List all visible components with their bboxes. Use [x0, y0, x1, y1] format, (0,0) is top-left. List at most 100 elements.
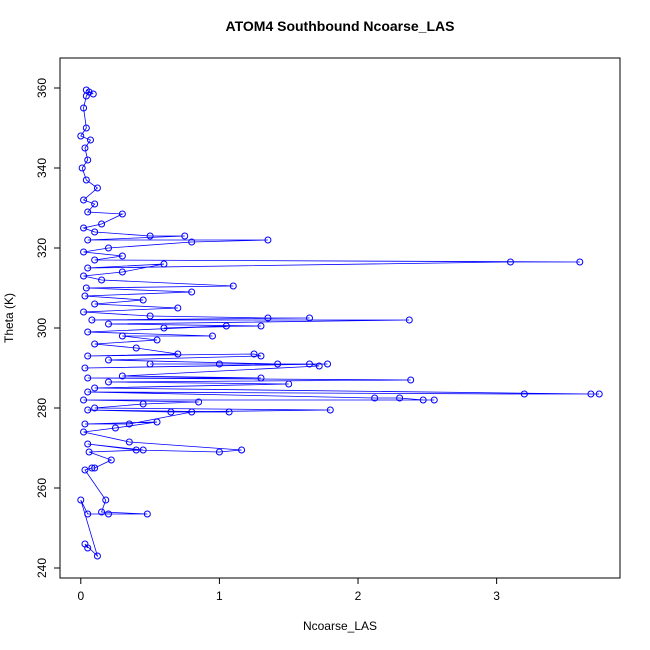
- data-point: [91, 256, 99, 264]
- data-point: [91, 404, 99, 412]
- data-point: [77, 132, 85, 140]
- data-point: [91, 340, 99, 348]
- data-point: [146, 360, 154, 368]
- data-point: [407, 376, 415, 384]
- data-point: [257, 352, 265, 360]
- y-tick-label: 320: [35, 238, 49, 258]
- data-point: [125, 438, 133, 446]
- data-point: [576, 258, 584, 266]
- x-tick-label: 1: [216, 589, 223, 603]
- data-point: [84, 388, 92, 396]
- data-point: [98, 220, 106, 228]
- data-point: [257, 322, 265, 330]
- data-point: [89, 90, 97, 98]
- data-point: [396, 394, 404, 402]
- data-point: [77, 496, 85, 504]
- data-point: [91, 464, 99, 472]
- y-axis-label: Theta (K): [2, 293, 16, 343]
- data-point: [285, 380, 293, 388]
- data-point: [132, 344, 140, 352]
- data-point: [84, 374, 92, 382]
- data-point: [195, 398, 203, 406]
- data-point: [111, 424, 119, 432]
- data-point: [264, 314, 272, 322]
- data-point: [84, 156, 92, 164]
- data-point: [80, 104, 88, 112]
- data-point: [81, 466, 89, 474]
- data-point: [82, 284, 90, 292]
- y-tick-label: 260: [35, 478, 49, 498]
- data-point: [105, 244, 113, 252]
- data-point: [143, 510, 151, 518]
- data-point: [125, 420, 133, 428]
- data-point: [139, 446, 147, 454]
- data-point: [91, 228, 99, 236]
- data-point: [91, 200, 99, 208]
- data-point: [84, 352, 92, 360]
- y-tick-label: 360: [35, 78, 49, 98]
- data-point: [430, 396, 438, 404]
- data-point: [81, 420, 89, 428]
- data-point: [181, 232, 189, 240]
- data-point: [146, 232, 154, 240]
- data-point: [82, 86, 90, 94]
- data-point: [91, 300, 99, 308]
- x-axis-label: Ncoarse_LAS: [303, 619, 377, 633]
- data-point: [84, 264, 92, 272]
- data-point: [88, 464, 96, 472]
- data-point: [174, 304, 182, 312]
- data-point: [118, 268, 126, 276]
- data-point: [250, 350, 258, 358]
- data-point: [81, 144, 89, 152]
- chart-title: ATOM4 Southbound Ncoarse_LAS: [226, 18, 455, 34]
- data-point: [238, 446, 246, 454]
- data-point: [188, 408, 196, 416]
- data-point: [264, 236, 272, 244]
- data-point: [225, 408, 233, 416]
- data-point: [85, 448, 93, 456]
- data-point: [153, 336, 161, 344]
- data-point: [229, 282, 237, 290]
- data-point: [80, 272, 88, 280]
- plot-frame: [59, 57, 621, 579]
- data-point: [82, 176, 90, 184]
- data-point: [105, 320, 113, 328]
- data-point: [118, 332, 126, 340]
- data-point: [160, 324, 168, 332]
- y-tick-label: 240: [35, 558, 49, 578]
- data-point: [167, 408, 175, 416]
- data-point: [82, 124, 90, 132]
- data-point: [405, 316, 413, 324]
- data-point: [81, 540, 89, 548]
- data-point: [520, 390, 528, 398]
- x-tick-label: 0: [77, 589, 84, 603]
- data-point: [326, 406, 334, 414]
- data-point: [188, 238, 196, 246]
- data-point: [80, 428, 88, 436]
- data-point: [160, 260, 168, 268]
- data-point: [80, 248, 88, 256]
- data-point: [306, 360, 314, 368]
- data-point: [88, 316, 96, 324]
- data-point: [105, 510, 113, 518]
- data-point: [174, 350, 182, 358]
- data-line: [80, 89, 600, 558]
- data-point: [153, 418, 161, 426]
- data-point: [257, 374, 265, 382]
- data-point: [222, 322, 230, 330]
- y-tick-label: 340: [35, 158, 49, 178]
- data-point: [102, 496, 110, 504]
- data-point: [139, 400, 147, 408]
- data-point: [587, 390, 595, 398]
- data-point: [118, 372, 126, 380]
- data-point: [208, 332, 216, 340]
- data-point: [98, 276, 106, 284]
- data-point: [84, 440, 92, 448]
- x-tick-label: 3: [493, 589, 500, 603]
- data-point: [419, 396, 427, 404]
- data-point: [81, 364, 89, 372]
- data-point: [118, 210, 126, 218]
- data-point: [84, 236, 92, 244]
- data-point: [98, 508, 106, 516]
